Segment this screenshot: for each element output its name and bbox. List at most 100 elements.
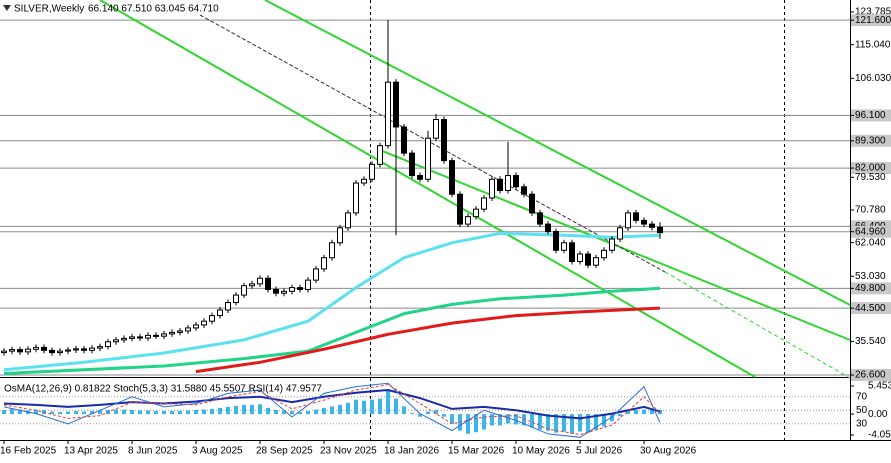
candle-body bbox=[385, 81, 391, 147]
candle-body bbox=[9, 349, 15, 352]
candle-body bbox=[601, 249, 607, 259]
candle-body bbox=[265, 277, 271, 290]
osma-bar bbox=[410, 413, 414, 415]
candle-body bbox=[513, 175, 519, 188]
osma-bar bbox=[386, 390, 390, 415]
candle-body bbox=[409, 152, 415, 177]
x-tick-label: 18 Jan 2026 bbox=[384, 446, 439, 457]
osma-bar bbox=[138, 410, 142, 415]
y-tick-label: 26.600 bbox=[855, 370, 886, 381]
candle-body bbox=[561, 242, 567, 251]
osma-bar bbox=[338, 404, 342, 415]
osma-bar bbox=[58, 412, 62, 415]
candle-body bbox=[89, 347, 95, 351]
candle-body bbox=[225, 302, 231, 311]
candle-body bbox=[489, 178, 495, 199]
candle-body bbox=[321, 257, 327, 270]
osma-bar bbox=[10, 408, 14, 415]
y-tick-label: 121.600 bbox=[855, 15, 891, 26]
osma-bar bbox=[242, 404, 246, 415]
level-label-box bbox=[851, 282, 891, 295]
candle-body bbox=[617, 227, 623, 240]
x-tick-label: 10 May 2026 bbox=[512, 446, 570, 457]
osma-bar bbox=[90, 411, 94, 415]
candle-body bbox=[353, 182, 359, 214]
candle-body bbox=[457, 193, 463, 225]
osma-bar bbox=[522, 414, 526, 426]
y-tick-label: 49.800 bbox=[855, 283, 886, 294]
osma-bar bbox=[146, 410, 150, 415]
candle-body bbox=[329, 242, 335, 259]
candle-body bbox=[633, 212, 639, 221]
channel-line bbox=[99, 0, 756, 378]
y-tick-label: 79.530 bbox=[855, 172, 886, 183]
y-tick-label: 35.540 bbox=[855, 336, 886, 347]
osma-bar bbox=[554, 414, 558, 433]
candle-body bbox=[249, 283, 255, 287]
y2-tick-label: 30 bbox=[856, 418, 868, 429]
x-tick-label: 5 Jul 2026 bbox=[576, 446, 623, 457]
osma-bar bbox=[442, 414, 446, 417]
level-label-box bbox=[851, 302, 891, 315]
osma-bar bbox=[218, 407, 222, 415]
osma-bar bbox=[314, 409, 318, 415]
osma-bar bbox=[306, 411, 310, 415]
y-tick-label: 53.030 bbox=[855, 271, 886, 282]
moving-average bbox=[3, 286, 661, 375]
osma-bar bbox=[170, 411, 174, 415]
osma-bar bbox=[194, 409, 198, 415]
osma-bar bbox=[578, 414, 582, 432]
y2-tick-label: 70 bbox=[856, 391, 868, 402]
candle-body bbox=[425, 137, 431, 180]
osma-bar bbox=[258, 404, 262, 415]
candle-body bbox=[305, 279, 311, 290]
y-tick-label: 5.4534 bbox=[868, 381, 891, 392]
candle-body bbox=[145, 334, 151, 339]
candle-body bbox=[369, 163, 375, 180]
candle-body bbox=[521, 186, 527, 195]
candle-body bbox=[169, 331, 175, 335]
osma-bar bbox=[322, 407, 326, 415]
osma-bar bbox=[178, 411, 182, 415]
candle-body bbox=[441, 119, 447, 162]
frame bbox=[0, 0, 891, 441]
candle-body bbox=[241, 285, 247, 296]
osma-bar bbox=[634, 409, 638, 415]
osma-bar bbox=[394, 398, 398, 415]
candle-body bbox=[473, 208, 479, 218]
osma-bar bbox=[506, 414, 510, 424]
osma-bar bbox=[626, 411, 630, 415]
candle-body bbox=[49, 349, 55, 354]
osma-bar bbox=[290, 411, 294, 415]
osma-bar bbox=[98, 410, 102, 415]
candle-body bbox=[57, 350, 63, 354]
osma-bar bbox=[354, 399, 358, 415]
candle-body bbox=[177, 330, 183, 333]
candle-body bbox=[81, 348, 87, 351]
candle-body bbox=[393, 81, 399, 128]
osma-bar bbox=[122, 409, 126, 415]
channel-line bbox=[264, 0, 851, 306]
x-tick-label: 3 Aug 2025 bbox=[192, 446, 243, 457]
candle-body bbox=[569, 242, 575, 262]
osma-bar bbox=[426, 411, 430, 415]
candle-body bbox=[417, 175, 423, 180]
candle-body bbox=[593, 257, 599, 266]
osma-bar bbox=[186, 410, 190, 415]
candle-body bbox=[273, 288, 279, 294]
candle-body bbox=[105, 341, 111, 348]
osma-bar bbox=[266, 407, 270, 415]
candle-body bbox=[297, 287, 303, 290]
y-tick-label: 0.00 bbox=[868, 409, 888, 420]
moving-average bbox=[3, 231, 661, 372]
candle-body bbox=[529, 193, 535, 214]
x-tick-label: 23 Nov 2025 bbox=[320, 446, 377, 457]
candle-body bbox=[537, 212, 543, 225]
symbol: SILVER,Weekly bbox=[14, 4, 84, 15]
candle-body bbox=[1, 350, 7, 354]
osma-bar bbox=[234, 405, 238, 415]
candle-body bbox=[641, 219, 647, 225]
osma-bar bbox=[490, 414, 494, 426]
osma-bar bbox=[434, 409, 438, 415]
osma-bar bbox=[418, 414, 422, 417]
